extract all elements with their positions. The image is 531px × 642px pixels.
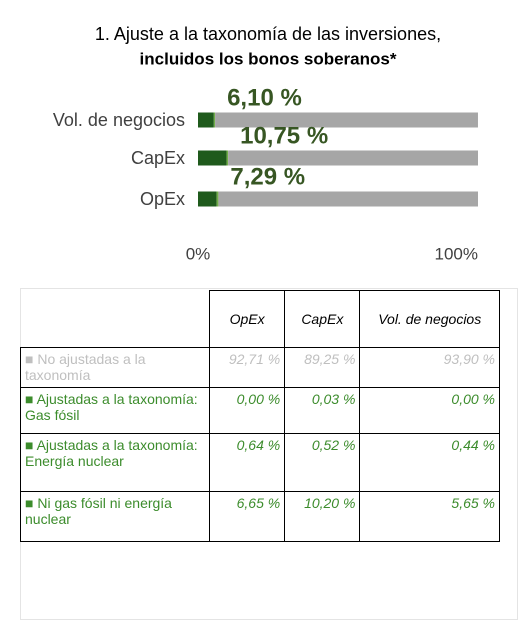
cell-value: 0,03 % [284, 387, 361, 434]
total-label: 6,10 % [227, 84, 302, 111]
bar-segment [198, 191, 217, 207]
row-label: ■ Ajustadas a la taxonomía: Energía nucl… [20, 433, 210, 492]
x-tick-label: 0% [186, 244, 211, 263]
chart-subtitle: incluidos los bonos soberanos* [140, 49, 397, 68]
bar-segment [226, 150, 229, 166]
x-tick-label: 100% [435, 244, 478, 263]
category-label: CapEx [131, 148, 185, 168]
cell-value: 5,65 % [359, 491, 500, 542]
cell-value: 0,00 % [359, 387, 500, 434]
category-label: OpEx [140, 189, 185, 209]
bar-segment [215, 112, 478, 128]
table: OpEx CapEx Vol. de negocios ■ No ajustadas … [20, 290, 500, 542]
row-label: ■ Ni gas fósil ni energía nuclear [20, 491, 210, 542]
header-row: OpEx CapEx Vol. de negocios [20, 290, 500, 348]
total-label: 7,29 % [230, 163, 305, 190]
cell-value: 6,65 % [208, 491, 286, 542]
cell-value: 92,71 % [208, 347, 286, 388]
bar-segment [198, 112, 214, 128]
cell-value: 89,25 % [284, 347, 361, 388]
table-row: ■ No ajustadas a la taxonomía 92,71 % 89,2… [20, 347, 500, 388]
chart-title: 1. Ajuste a la taxonomía de las inversio… [95, 24, 441, 44]
bar-segment [216, 191, 219, 207]
cell-value: 0,64 % [208, 433, 286, 492]
cell-value: 10,20 % [284, 491, 361, 542]
bar-segment [218, 191, 479, 207]
column-header: Vol. de negocios [359, 290, 500, 348]
cell-value: 0,44 % [359, 433, 500, 492]
header-blank [20, 290, 210, 348]
row-label: ■ No ajustadas a la taxonomía [20, 347, 210, 388]
cell-value: 0,00 % [208, 387, 286, 434]
bar-segment [213, 112, 216, 128]
category-label: Vol. de negocios [53, 110, 185, 130]
cell-value: 93,90 % [359, 347, 500, 388]
bar-segment [198, 150, 227, 166]
chart: 1. Ajuste a la taxonomía de las inversio… [53, 24, 479, 263]
table-row: ■ Ajustadas a la taxonomía: Energía nucl… [20, 433, 500, 492]
bar-segment [228, 150, 478, 166]
total-label: 10,75 % [240, 122, 328, 149]
table-row: ■ Ni gas fósil ni energía nuclear 6,65 % 1… [20, 491, 500, 542]
table-row: ■ Ajustadas a la taxonomía: Gas fósil 0,0… [20, 387, 500, 434]
cell-value: 0,52 % [284, 433, 361, 492]
column-header: CapEx [284, 290, 361, 348]
row-label: ■ Ajustadas a la taxonomía: Gas fósil [20, 387, 210, 434]
column-header: OpEx [208, 290, 286, 348]
